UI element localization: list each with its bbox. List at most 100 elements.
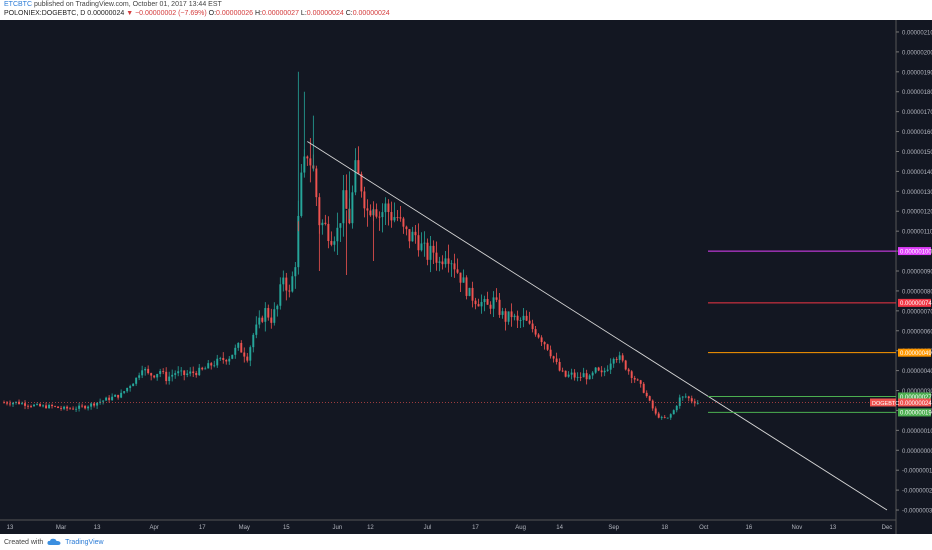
x-tick-label: Apr [149, 525, 158, 531]
candle-body [429, 245, 432, 260]
candle [549, 345, 552, 359]
candle [597, 366, 600, 372]
candle [186, 369, 189, 378]
candle-body [18, 401, 20, 405]
candle [663, 415, 666, 419]
y-tick-label: 0.00000070 [902, 309, 932, 315]
level-badge [898, 247, 931, 256]
candle-body [531, 323, 534, 330]
candle-body [579, 376, 582, 378]
candle-body [459, 272, 462, 283]
candle [84, 404, 87, 410]
candle-body [504, 311, 507, 322]
chart-area[interactable]: 0.00000210 0.00000200 0.00000190 0.00000180… [0, 20, 932, 534]
candle-body [51, 404, 54, 407]
candle [192, 366, 195, 378]
candle-body [366, 208, 369, 211]
candle-body [591, 372, 594, 376]
level-badge [898, 298, 931, 307]
y-tick-label: 0.00000160 [902, 130, 932, 136]
candle [30, 404, 33, 409]
candle [507, 311, 510, 325]
low-value: 0.00000024 [306, 10, 344, 17]
open-value: 0.00000026 [216, 10, 254, 17]
candle [414, 224, 417, 244]
candle-body [198, 367, 201, 376]
candle-body [558, 362, 561, 371]
candle [342, 174, 345, 237]
candle-body [246, 356, 249, 361]
x-tick-label: 13 [94, 525, 101, 531]
symbol-label[interactable]: POLONIEX:DOGEBTC, D [4, 10, 86, 17]
candle-body [66, 406, 69, 409]
candle [204, 366, 207, 370]
candle-body [222, 357, 225, 360]
candle-body [645, 392, 648, 397]
candle [258, 310, 261, 329]
candle-body [264, 308, 267, 322]
candle [27, 404, 30, 410]
candle [57, 406, 60, 409]
candle [60, 405, 63, 411]
candle-body [345, 190, 348, 209]
candle [456, 258, 459, 274]
candle [132, 382, 135, 387]
candle [621, 353, 624, 363]
candle [678, 394, 681, 409]
candle-body [360, 173, 363, 192]
candle-body [528, 320, 531, 324]
tradingview-brand[interactable]: TradingView [65, 538, 104, 546]
candle-body [60, 407, 63, 409]
y-tick-label: 0.00000010 [902, 429, 932, 435]
candle [558, 358, 561, 372]
candle [495, 288, 498, 303]
candle [420, 232, 423, 252]
candle [687, 395, 690, 402]
candle-body [471, 287, 474, 301]
candle [555, 352, 558, 365]
price-chart[interactable]: 0.00000210 0.00000200 0.00000190 0.00000180… [0, 20, 932, 534]
candle [87, 405, 90, 411]
candles [3, 138, 699, 420]
tradingview-cloud-icon [47, 538, 61, 545]
candle-body [204, 368, 207, 370]
candle-body [438, 261, 441, 263]
candle [390, 201, 393, 228]
candle [168, 371, 171, 385]
open-label: O: [208, 10, 217, 17]
candle-body [87, 406, 90, 409]
candle-body [210, 363, 213, 366]
candle [321, 219, 324, 235]
candle-body [672, 410, 675, 415]
trendline [307, 141, 888, 511]
candle [93, 402, 96, 408]
candle [339, 223, 342, 242]
candle-body [597, 367, 600, 371]
x-tick-label: May [239, 525, 250, 531]
candle [108, 395, 111, 403]
candle [6, 400, 8, 406]
candle-body [546, 344, 549, 350]
candle-body [21, 403, 23, 405]
candle [351, 185, 354, 229]
author-link[interactable]: ETCBTC [4, 1, 32, 8]
candle [69, 407, 72, 410]
candle [36, 402, 39, 406]
candle [288, 284, 291, 298]
candle-body [654, 408, 657, 414]
candle-body [288, 290, 291, 292]
candle-body [195, 372, 198, 376]
candle-body [624, 360, 627, 370]
candle-body [441, 261, 444, 265]
candle [147, 365, 150, 375]
candle-body [333, 241, 336, 245]
candle [120, 389, 123, 399]
candle-body [498, 299, 501, 315]
candle [432, 240, 435, 264]
candle [501, 307, 504, 319]
candle [261, 315, 264, 324]
x-tick-label: 13 [830, 525, 837, 531]
candle-body [129, 386, 132, 388]
candle [378, 211, 381, 231]
candle [357, 146, 360, 175]
